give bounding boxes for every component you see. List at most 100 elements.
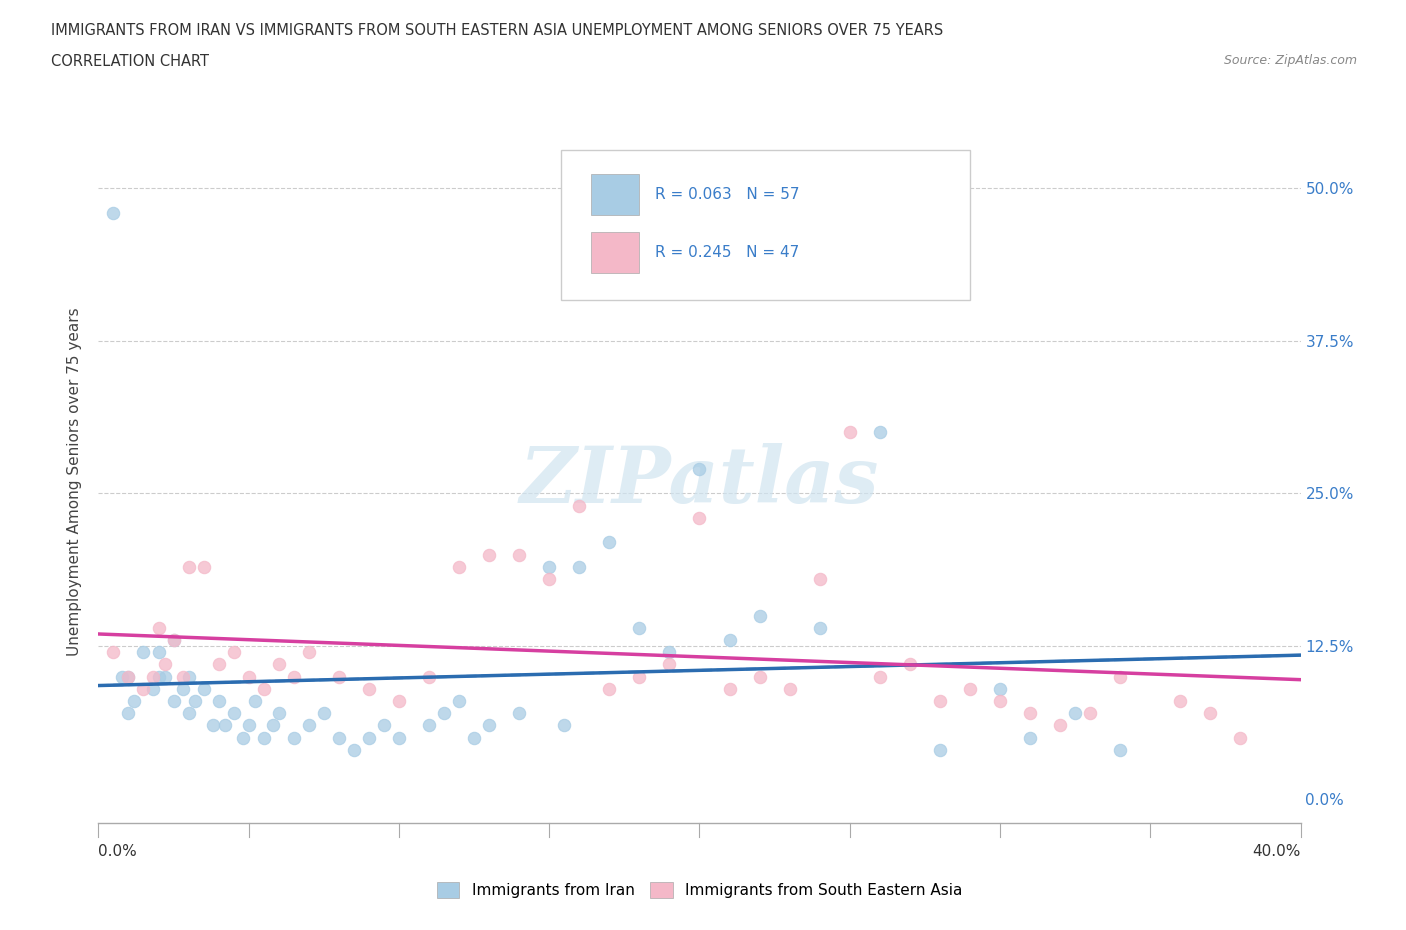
Point [1064, 706, 1087, 721]
Point [328, 670, 350, 684]
Point [718, 632, 741, 647]
Text: ZIPatlas: ZIPatlas [520, 443, 879, 520]
Point [103, 206, 125, 220]
Point [201, 718, 224, 733]
Point [148, 644, 170, 659]
Point [538, 559, 561, 574]
Point [141, 670, 163, 684]
Point [478, 547, 501, 562]
Point [718, 682, 741, 697]
FancyBboxPatch shape [592, 232, 640, 272]
Point [929, 694, 952, 709]
Point [177, 670, 200, 684]
Point [373, 718, 395, 733]
Point [598, 682, 620, 697]
Point [283, 730, 305, 745]
Point [298, 644, 321, 659]
Point [132, 682, 155, 697]
FancyBboxPatch shape [561, 150, 970, 300]
Text: CORRELATION CHART: CORRELATION CHART [51, 54, 208, 69]
Text: 40.0%: 40.0% [1253, 844, 1301, 859]
Point [508, 706, 530, 721]
Point [1109, 670, 1132, 684]
Point [568, 559, 591, 574]
Point [1049, 718, 1071, 733]
Point [183, 694, 205, 709]
Point [103, 644, 125, 659]
Point [222, 706, 245, 721]
Point [243, 694, 266, 709]
Point [689, 461, 711, 476]
Point [748, 670, 770, 684]
Point [232, 730, 254, 745]
Point [388, 730, 411, 745]
Point [222, 644, 245, 659]
Point [463, 730, 485, 745]
Point [193, 682, 215, 697]
Point [172, 682, 194, 697]
Point [1019, 730, 1042, 745]
Point [283, 670, 305, 684]
Point [1109, 742, 1132, 757]
Point [418, 670, 440, 684]
Text: IMMIGRANTS FROM IRAN VS IMMIGRANTS FROM SOUTH EASTERN ASIA UNEMPLOYMENT AMONG SE: IMMIGRANTS FROM IRAN VS IMMIGRANTS FROM … [51, 23, 943, 38]
Point [447, 694, 470, 709]
Point [124, 694, 146, 709]
Point [779, 682, 801, 697]
Point [193, 559, 215, 574]
Point [869, 670, 891, 684]
Point [267, 657, 290, 671]
Point [988, 682, 1011, 697]
Point [808, 620, 831, 635]
Point [312, 706, 335, 721]
Point [153, 657, 176, 671]
Point [898, 657, 921, 671]
Point [478, 718, 501, 733]
Point [117, 670, 139, 684]
Point [132, 644, 155, 659]
Point [177, 559, 200, 574]
Legend: Immigrants from Iran, Immigrants from South Eastern Asia: Immigrants from Iran, Immigrants from So… [430, 876, 969, 904]
Point [172, 670, 194, 684]
Point [658, 657, 681, 671]
Point [447, 559, 470, 574]
Point [869, 425, 891, 440]
Point [1199, 706, 1222, 721]
Point [117, 670, 139, 684]
Point [1229, 730, 1251, 745]
Point [253, 730, 276, 745]
Point [689, 511, 711, 525]
Point [838, 425, 860, 440]
Point [418, 718, 440, 733]
Point [148, 620, 170, 635]
Point [929, 742, 952, 757]
Point [508, 547, 530, 562]
FancyBboxPatch shape [592, 174, 640, 215]
Point [357, 682, 380, 697]
Point [357, 730, 380, 745]
Point [1078, 706, 1101, 721]
Point [153, 670, 176, 684]
Point [267, 706, 290, 721]
Point [959, 682, 981, 697]
Point [538, 572, 561, 587]
Point [328, 730, 350, 745]
Text: Source: ZipAtlas.com: Source: ZipAtlas.com [1223, 54, 1357, 67]
Text: R = 0.063   N = 57: R = 0.063 N = 57 [655, 187, 800, 202]
Point [238, 718, 260, 733]
Point [117, 706, 139, 721]
Point [433, 706, 456, 721]
Point [148, 670, 170, 684]
Point [658, 644, 681, 659]
Point [748, 608, 770, 623]
Point [1019, 706, 1042, 721]
Point [162, 632, 184, 647]
Point [162, 632, 184, 647]
Point [343, 742, 366, 757]
Point [111, 670, 134, 684]
Point [628, 670, 651, 684]
Point [598, 535, 620, 550]
Point [177, 706, 200, 721]
Point [988, 694, 1011, 709]
Point [214, 718, 236, 733]
